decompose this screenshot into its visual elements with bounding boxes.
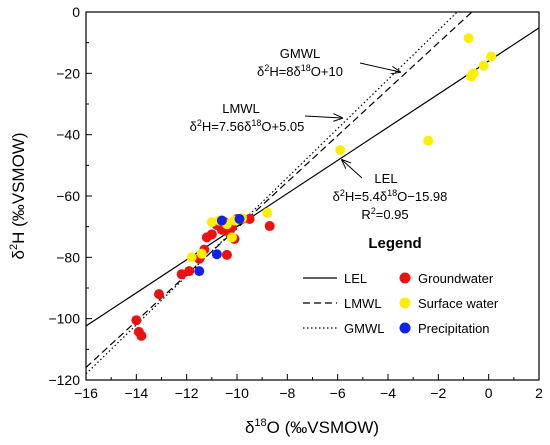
annotation-gmwl-equation: δ2H=8δ18O+10 (257, 63, 343, 79)
x-axis-title: δ18O (‰VSMOW) (245, 417, 379, 437)
legend-groundwater-label: Groundwater (418, 271, 494, 286)
y-tick-label: −20 (56, 65, 80, 81)
y-tick-label: −80 (56, 249, 80, 265)
legend-surface-water-marker (399, 297, 411, 309)
x-tick-label: −6 (330, 385, 346, 401)
point-surface-water (206, 217, 217, 228)
annotation-lel-r2: R2=0.95 (361, 206, 408, 222)
annotation-lmwl-equation: δ2H=7.56δ18O+5.05 (190, 118, 305, 134)
legend-gmwl-label: GMWL (344, 321, 384, 336)
annotation-lel-arrow (342, 160, 363, 179)
point-precipitation (216, 215, 227, 226)
point-surface-water (463, 33, 474, 44)
y-tick-label: −100 (48, 311, 80, 327)
x-tick-label: −12 (175, 385, 199, 401)
point-groundwater (176, 269, 187, 280)
line-lel (86, 27, 539, 327)
point-groundwater (264, 221, 275, 232)
y-tick-label: −120 (48, 372, 80, 388)
legend-title: Legend (368, 235, 421, 252)
data-points (131, 33, 497, 341)
x-tick-label: 0 (485, 385, 493, 401)
x-tick-label: −10 (225, 385, 249, 401)
y-tick-label: −40 (56, 127, 80, 143)
point-surface-water (478, 60, 489, 71)
x-axis: −16 −14 −12 −10 −8 −6 −4 −2 0 2 (74, 374, 543, 401)
point-surface-water (486, 51, 497, 62)
y-axis: −120 −100 −80 −60 −40 −20 0 (48, 4, 92, 388)
annotation-gmwl: GMWL δ2H=8δ18O+10 (257, 46, 400, 79)
point-groundwater (153, 289, 164, 300)
point-surface-water (186, 252, 197, 263)
annotation-lel: LEL δ2H=5.4δ18O−15.98 R2=0.95 (333, 160, 448, 222)
annotation-gmwl-arrow (359, 62, 400, 72)
legend: Legend LEL LMWL GMWL Groundwater Surface… (303, 235, 499, 336)
y-tick-label: −60 (56, 188, 80, 204)
point-precipitation (194, 266, 205, 277)
point-groundwater (184, 266, 195, 277)
x-tick-label: −16 (74, 385, 98, 401)
x-tick-label: 2 (535, 385, 543, 401)
point-groundwater (221, 249, 232, 260)
annotation-gmwl-label: GMWL (280, 46, 320, 61)
annotation-lel-equation: δ2H=5.4δ18O−15.98 (333, 188, 448, 204)
point-groundwater (131, 315, 142, 326)
x-tick-label: −14 (124, 385, 148, 401)
point-surface-water (262, 207, 273, 218)
point-surface-water (226, 232, 237, 243)
point-groundwater (244, 214, 255, 224)
point-surface-water (468, 68, 479, 79)
point-groundwater (206, 229, 217, 240)
point-precipitation (211, 249, 222, 260)
x-tick-label: −2 (430, 385, 446, 401)
line-gmwl (86, 12, 459, 375)
point-surface-water (196, 248, 207, 259)
annotation-lmwl-label: LMWL (222, 101, 260, 116)
point-surface-water (423, 135, 434, 146)
y-tick-label: 0 (72, 4, 80, 20)
legend-lel-label: LEL (344, 271, 367, 286)
annotation-lmwl-arrow (304, 116, 342, 118)
legend-groundwater-marker (399, 272, 411, 284)
annotation-lmwl: LMWL δ2H=7.56δ18O+5.05 (190, 101, 342, 134)
annotation-lel-label: LEL (374, 171, 397, 186)
x-tick-label: −8 (279, 385, 295, 401)
y-axis-title: δ2H (‰VSMOW) (8, 132, 28, 259)
point-surface-water (335, 145, 346, 155)
legend-lmwl-label: LMWL (344, 296, 382, 311)
legend-surface-water-label: Surface water (418, 296, 499, 311)
x-tick-label: −4 (380, 385, 396, 401)
legend-precipitation-label: Precipitation (418, 321, 490, 336)
legend-precipitation-marker (399, 322, 411, 334)
point-groundwater (136, 330, 147, 341)
point-precipitation (234, 214, 245, 224)
